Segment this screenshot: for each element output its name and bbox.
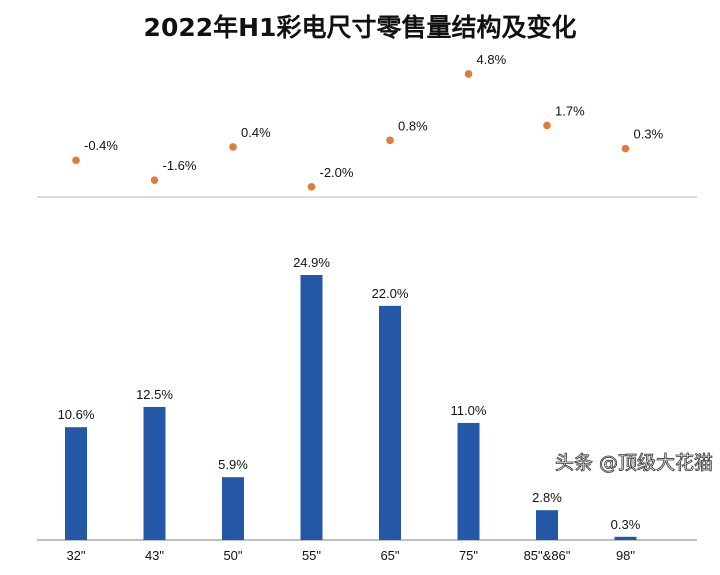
change-dot [464, 70, 473, 78]
bar-value-label: 5.9% [218, 457, 248, 472]
change-dot [621, 144, 630, 153]
bar [379, 305, 401, 540]
change-label: 1.7% [555, 103, 585, 118]
x-tick-label: 85"&86" [524, 548, 571, 563]
bar-value-label: 11.0% [451, 403, 487, 418]
bar-value-label: 10.6% [58, 407, 95, 422]
change-label: 0.3% [634, 127, 664, 142]
chart-title: 2022年H1彩电尺寸零售量结构及变化 [143, 13, 577, 42]
bar [300, 275, 323, 540]
x-tick-label: 50" [223, 548, 242, 563]
bar [536, 510, 558, 540]
change-dot [150, 176, 159, 184]
x-tick-label: 32" [66, 548, 85, 563]
bar [65, 427, 87, 540]
change-dot [229, 143, 237, 151]
watermark: 头条 @顶级大花猫 [555, 452, 714, 475]
change-dot [386, 136, 394, 145]
change-label: -1.6% [163, 158, 197, 173]
bar [222, 477, 244, 540]
bar-value-label: 12.5% [136, 387, 173, 402]
bar-value-label: 24.9% [293, 255, 330, 270]
change-label: -2.0% [320, 165, 354, 180]
bar-value-label: 2.8% [532, 490, 562, 505]
x-tick-label: 75" [459, 548, 478, 563]
change-dot [543, 121, 551, 130]
change-label: 0.4% [241, 125, 271, 140]
bar [614, 536, 637, 540]
bar [143, 406, 166, 540]
change-dot [307, 183, 316, 191]
bar-value-label: 0.3% [611, 517, 641, 532]
x-tick-label: 98" [616, 548, 635, 563]
change-label: -0.4% [84, 138, 118, 153]
x-tick-label: 43" [145, 548, 164, 563]
bar-value-label: 22.0% [372, 286, 409, 301]
x-tick-label: 55" [302, 548, 321, 563]
change-label: 0.8% [398, 118, 428, 133]
x-tick-label: 65" [380, 548, 399, 563]
bar [457, 422, 480, 540]
change-label: 4.8% [477, 52, 507, 67]
change-dot [72, 156, 80, 165]
